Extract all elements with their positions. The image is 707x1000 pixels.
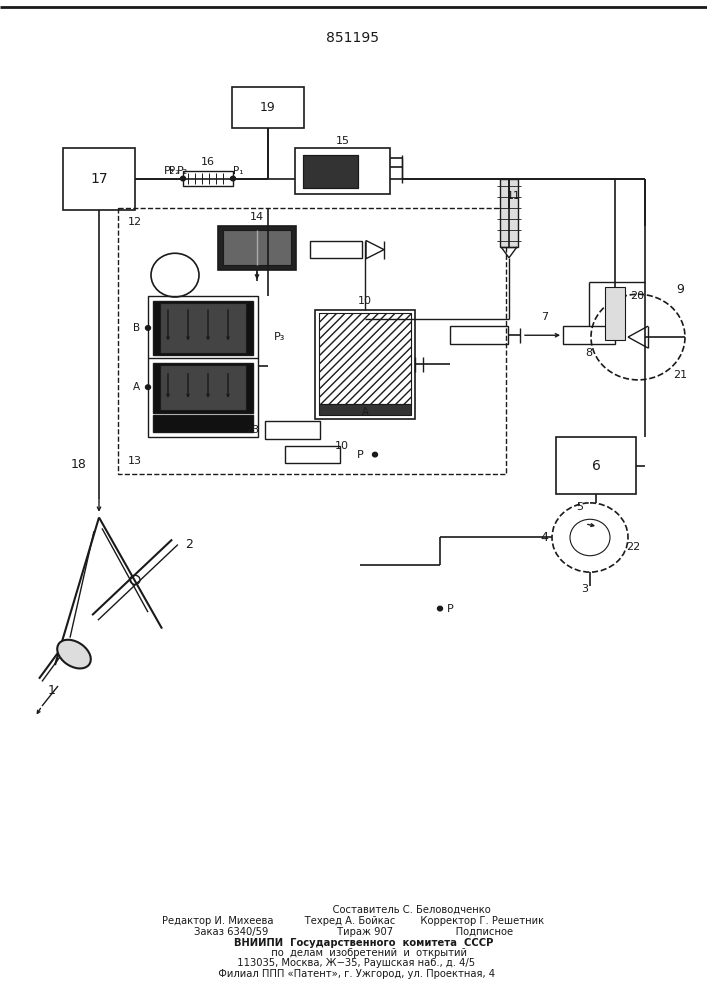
Text: P₂: P₂ <box>177 166 189 176</box>
Text: 23: 23 <box>245 425 259 435</box>
Text: ВНИИПИ  Государственного  комитета  СССР: ВНИИПИ Государственного комитета СССР <box>214 938 493 948</box>
Text: 15: 15 <box>336 136 349 146</box>
Text: B: B <box>133 323 140 333</box>
Bar <box>183 171 233 186</box>
Text: Филиал ППП «Патент», г. Ужгород, ул. Проектная, 4: Филиал ППП «Патент», г. Ужгород, ул. Про… <box>212 969 495 979</box>
Bar <box>605 287 625 340</box>
Text: 19: 19 <box>260 101 276 114</box>
Text: P₃: P₃ <box>274 332 286 342</box>
Text: 9: 9 <box>676 283 684 296</box>
Bar <box>315 310 415 419</box>
Text: 1: 1 <box>48 684 56 697</box>
Bar <box>160 303 246 353</box>
Text: 10: 10 <box>358 296 372 306</box>
Text: 6: 6 <box>592 459 600 473</box>
Bar <box>303 155 358 188</box>
Text: P: P <box>356 450 363 460</box>
Text: 7: 7 <box>542 312 549 322</box>
Bar <box>232 87 304 128</box>
Text: Редактор И. Михеева          Техред А. Бойкас        Корректор Г. Решетник: Редактор И. Михеева Техред А. Бойкас Кор… <box>163 916 544 926</box>
Text: 20: 20 <box>630 291 644 301</box>
Bar <box>450 326 508 344</box>
Text: 113035, Москва, Ж−35, Раушская наб., д. 4/5: 113035, Москва, Ж−35, Раушская наб., д. … <box>231 958 476 968</box>
Circle shape <box>230 176 235 181</box>
Text: 851195: 851195 <box>327 31 380 45</box>
Bar <box>118 208 506 474</box>
Bar <box>285 446 340 463</box>
Text: 10: 10 <box>335 441 349 451</box>
Circle shape <box>146 385 151 389</box>
Bar <box>218 226 296 270</box>
Text: P: P <box>447 604 453 614</box>
Bar <box>295 148 390 194</box>
Text: 2: 2 <box>185 538 193 551</box>
Text: A: A <box>362 407 368 417</box>
Text: 14: 14 <box>250 212 264 222</box>
Text: 17: 17 <box>90 172 107 186</box>
Ellipse shape <box>57 640 90 668</box>
Bar <box>63 148 135 210</box>
Bar <box>500 179 518 247</box>
Bar <box>160 365 246 410</box>
Text: Составитель С. Беловодченко: Составитель С. Беловодченко <box>216 905 491 915</box>
Bar <box>153 363 253 413</box>
Bar <box>319 313 411 404</box>
Circle shape <box>180 176 185 181</box>
Bar <box>265 421 320 439</box>
Text: P₂: P₂ <box>164 166 175 176</box>
Bar <box>556 437 636 494</box>
Text: A: A <box>133 382 140 392</box>
Circle shape <box>373 452 378 457</box>
Text: 21: 21 <box>673 370 687 380</box>
Bar <box>153 301 253 355</box>
Circle shape <box>146 326 151 330</box>
Text: 4: 4 <box>540 531 548 544</box>
Text: 12: 12 <box>128 217 142 227</box>
Text: по  делам  изобретений  и  открытий: по делам изобретений и открытий <box>240 948 467 958</box>
Bar <box>319 404 411 415</box>
Bar <box>563 326 615 344</box>
Text: Заказ 6340/59                      Тираж 907                    Подписное: Заказ 6340/59 Тираж 907 Подписное <box>194 927 513 937</box>
Text: P₂: P₂ <box>169 166 179 176</box>
Bar <box>148 296 258 437</box>
Text: P₁: P₁ <box>233 166 243 176</box>
Circle shape <box>438 606 443 611</box>
Text: 11: 11 <box>507 191 521 201</box>
Text: 3: 3 <box>581 584 588 594</box>
Bar <box>319 313 411 404</box>
Bar <box>310 241 362 258</box>
Text: 22: 22 <box>626 542 641 552</box>
Text: 18: 18 <box>71 458 87 471</box>
Bar <box>303 155 358 188</box>
Bar <box>153 415 253 432</box>
Text: 8: 8 <box>585 348 592 358</box>
Bar <box>223 230 291 265</box>
Text: 5: 5 <box>576 502 583 512</box>
Text: 13: 13 <box>128 456 142 466</box>
Text: 16: 16 <box>201 157 215 167</box>
